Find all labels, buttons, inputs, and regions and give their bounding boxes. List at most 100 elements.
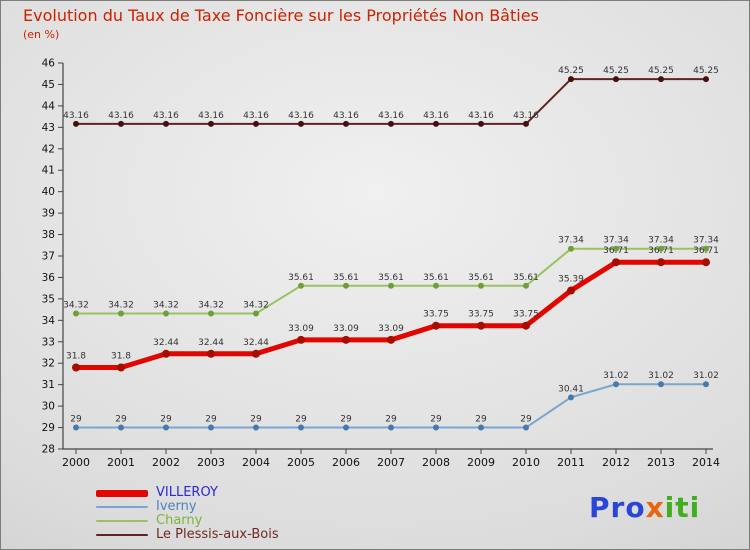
svg-text:33.09: 33.09 (288, 324, 314, 334)
svg-text:28: 28 (42, 444, 55, 456)
svg-text:29: 29 (385, 415, 397, 425)
svg-text:31.8: 31.8 (66, 352, 86, 362)
svg-text:34: 34 (42, 315, 56, 327)
legend-label: Iverny (156, 499, 197, 514)
svg-text:37: 37 (42, 251, 55, 263)
svg-text:34.32: 34.32 (108, 300, 134, 310)
svg-text:35.61: 35.61 (288, 273, 314, 283)
chart-title: Evolution du Taux de Taxe Foncière sur l… (23, 6, 539, 25)
svg-text:2011: 2011 (557, 456, 585, 469)
svg-text:31: 31 (42, 379, 55, 391)
legend-item-charny: Charny (96, 514, 279, 528)
svg-text:2002: 2002 (152, 456, 180, 469)
legend-label: VILLEROY (156, 485, 218, 500)
legend-swatch (96, 506, 148, 508)
svg-text:34.32: 34.32 (198, 300, 224, 310)
svg-text:29: 29 (70, 415, 82, 425)
svg-text:33.75: 33.75 (468, 310, 494, 320)
svg-text:34.32: 34.32 (243, 300, 269, 310)
svg-text:32.44: 32.44 (198, 338, 224, 348)
svg-text:41: 41 (42, 165, 55, 177)
axes: 28 29 30 31 32 33 34 35 36 37 38 39 40 41 42 43 44 45 46 20… (42, 58, 720, 470)
svg-text:43.16: 43.16 (468, 111, 494, 121)
svg-text:35.61: 35.61 (423, 273, 449, 283)
svg-text:2000: 2000 (62, 456, 90, 469)
svg-text:35.39: 35.39 (558, 275, 584, 285)
svg-text:45.25: 45.25 (693, 66, 719, 76)
svg-text:29: 29 (340, 415, 352, 425)
legend-item-villeroy: VILLEROY (96, 486, 279, 500)
svg-text:45.25: 45.25 (603, 66, 629, 76)
svg-text:33.75: 33.75 (513, 310, 539, 320)
svg-text:36: 36 (42, 272, 56, 284)
logo-part: x (645, 491, 665, 524)
svg-text:36.71: 36.71 (648, 246, 674, 256)
svg-text:43.16: 43.16 (288, 111, 314, 121)
svg-text:34.32: 34.32 (63, 300, 89, 310)
svg-text:43: 43 (42, 122, 55, 134)
svg-text:43.16: 43.16 (198, 111, 224, 121)
svg-text:29: 29 (430, 415, 442, 425)
proxiti-logo: Proxiti (589, 491, 700, 524)
svg-text:43.16: 43.16 (108, 111, 134, 121)
svg-text:29: 29 (160, 415, 172, 425)
legend-item-iverny: Iverny (96, 500, 279, 514)
svg-text:32: 32 (42, 358, 55, 370)
svg-text:31.8: 31.8 (111, 352, 131, 362)
svg-text:2005: 2005 (287, 456, 315, 469)
svg-text:29: 29 (205, 415, 217, 425)
svg-text:43.16: 43.16 (243, 111, 269, 121)
svg-text:2003: 2003 (197, 456, 225, 469)
chart-canvas: 28 29 30 31 32 33 34 35 36 37 38 39 40 41 42 43 44 45 46 20… (42, 58, 720, 470)
svg-text:43.16: 43.16 (513, 111, 539, 121)
svg-text:2014: 2014 (692, 456, 720, 469)
svg-text:29: 29 (42, 422, 55, 434)
svg-text:2013: 2013 (647, 456, 675, 469)
svg-text:32.44: 32.44 (243, 338, 269, 348)
svg-text:46: 46 (42, 58, 56, 70)
svg-text:45.25: 45.25 (558, 66, 584, 76)
series-le-plessis-aux-bois: 43.16 43.16 43.16 43.16 43.16 43.16 43.16 43.16… (63, 66, 719, 127)
svg-text:43.16: 43.16 (153, 111, 179, 121)
svg-text:31.02: 31.02 (648, 371, 674, 381)
svg-text:35.61: 35.61 (513, 273, 539, 283)
svg-text:2006: 2006 (332, 456, 360, 469)
svg-text:36.71: 36.71 (693, 246, 719, 256)
svg-text:35: 35 (42, 293, 55, 305)
svg-text:2009: 2009 (467, 456, 495, 469)
svg-text:43.16: 43.16 (63, 111, 89, 121)
svg-text:43.16: 43.16 (378, 111, 404, 121)
svg-text:37.34: 37.34 (558, 236, 584, 246)
svg-text:37.34: 37.34 (603, 236, 629, 246)
svg-text:31.02: 31.02 (693, 371, 719, 381)
chart-legend: VILLEROY Iverny Charny Le Plessis-aux-Bois (96, 486, 279, 542)
svg-text:33.09: 33.09 (333, 324, 359, 334)
svg-text:33.75: 33.75 (423, 310, 449, 320)
svg-text:29: 29 (295, 415, 307, 425)
legend-item-le-plessis-aux-bois: Le Plessis-aux-Bois (96, 528, 279, 542)
svg-text:32.44: 32.44 (153, 338, 179, 348)
svg-text:36.71: 36.71 (603, 246, 629, 256)
logo-part: Pro (589, 491, 646, 524)
svg-text:45: 45 (42, 79, 55, 91)
svg-text:2001: 2001 (107, 456, 135, 469)
svg-text:2004: 2004 (242, 456, 270, 469)
legend-swatch (96, 489, 148, 497)
svg-text:31.02: 31.02 (603, 371, 629, 381)
legend-swatch (96, 520, 148, 522)
svg-text:2012: 2012 (602, 456, 630, 469)
svg-text:42: 42 (42, 143, 55, 155)
svg-text:30.41: 30.41 (558, 384, 584, 394)
svg-text:45.25: 45.25 (648, 66, 674, 76)
svg-text:43.16: 43.16 (333, 111, 359, 121)
svg-text:43.16: 43.16 (423, 111, 449, 121)
svg-text:35.61: 35.61 (333, 273, 359, 283)
svg-text:44: 44 (42, 100, 56, 112)
series-charny: 34.32 34.32 34.32 34.32 34.32 35.61 35.61 35.61… (63, 236, 719, 317)
svg-text:40: 40 (42, 186, 55, 198)
legend-label: Le Plessis-aux-Bois (156, 527, 279, 542)
svg-text:2007: 2007 (377, 456, 405, 469)
svg-text:34.32: 34.32 (153, 300, 179, 310)
series-villeroy: 31.8 31.8 32.44 32.44 32.44 33.09 33.09 33.09 33… (66, 246, 719, 372)
